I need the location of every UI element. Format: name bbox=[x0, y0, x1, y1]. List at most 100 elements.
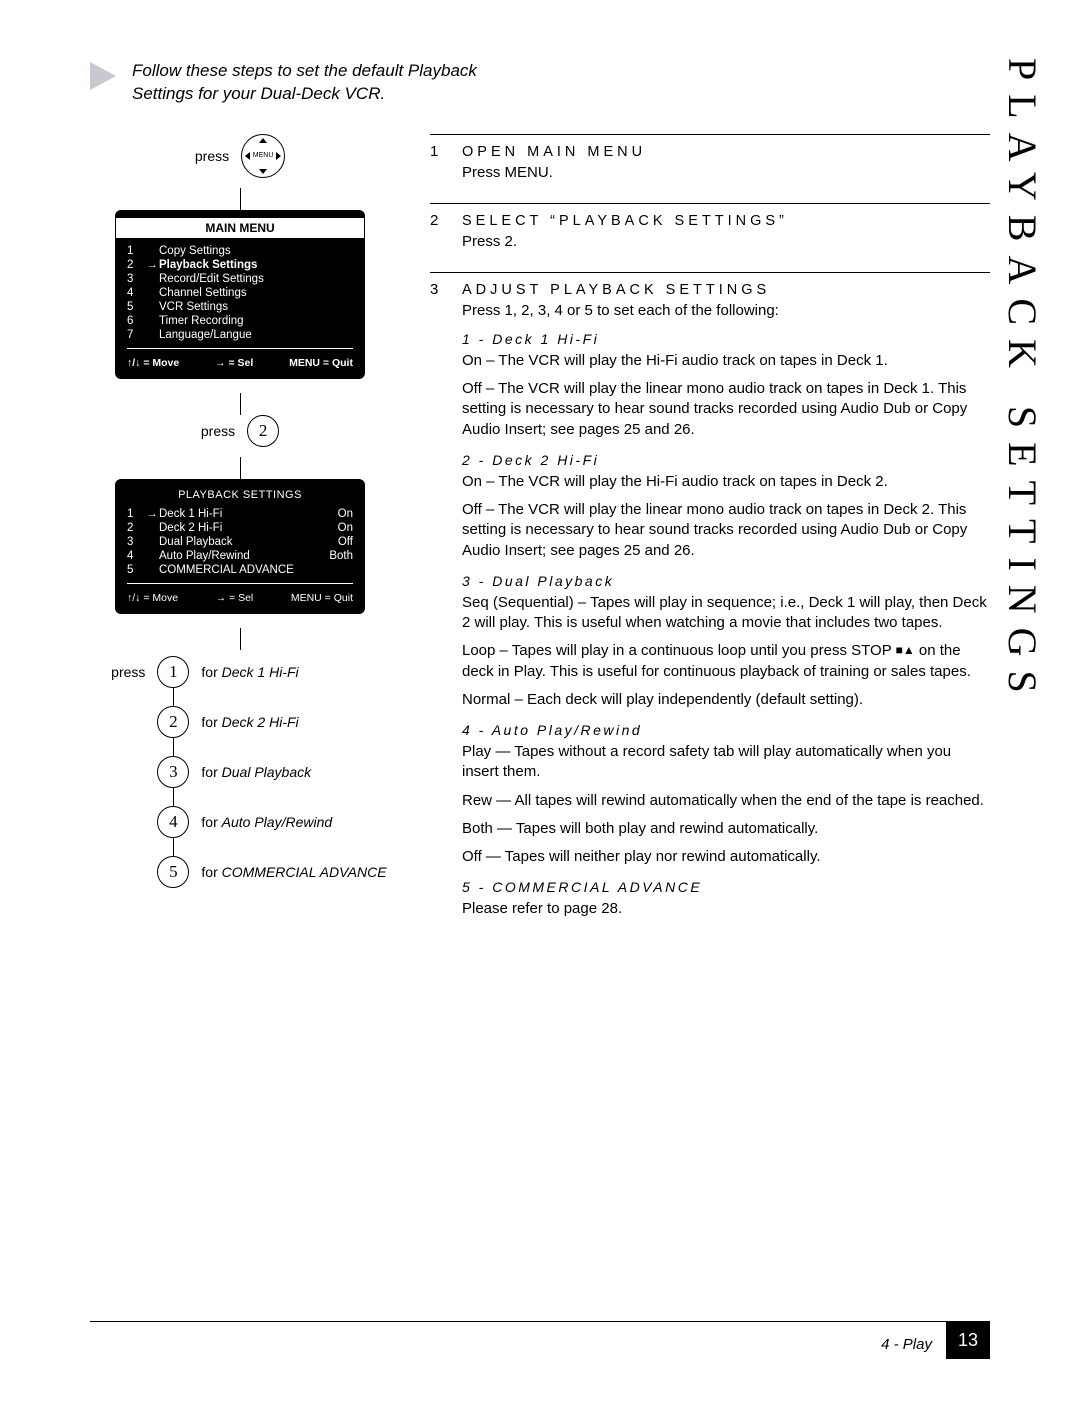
osd-main-menu-row: 7 Language/Langue bbox=[115, 328, 365, 342]
row-label: VCR Settings bbox=[159, 301, 353, 313]
press-num-5-icon: 5 bbox=[157, 856, 189, 888]
connector-line bbox=[173, 788, 174, 806]
press-desc: for Auto Play/Rewind bbox=[201, 814, 332, 830]
row-num: 2 bbox=[127, 259, 145, 271]
connector-line bbox=[173, 688, 174, 706]
press-desc: for Deck 2 Hi-Fi bbox=[201, 714, 298, 730]
press-label-2: press bbox=[201, 423, 235, 439]
step-1-num: 1 bbox=[430, 143, 444, 160]
footer-page-number: 13 bbox=[946, 1322, 990, 1359]
step-3-num: 3 bbox=[430, 281, 444, 298]
osd-footer-quit: MENU = Quit bbox=[289, 357, 353, 369]
press-seq-row: 2 for Deck 2 Hi-Fi bbox=[93, 706, 298, 738]
press-seq-row: 3for Dual Playback bbox=[93, 756, 311, 788]
row-value: Off bbox=[313, 536, 353, 548]
sub-d3-p2: Loop – Tapes will play in a continuous l… bbox=[462, 641, 990, 682]
sub-d3-p1: Seq (Sequential) – Tapes will play in se… bbox=[462, 593, 990, 634]
row-num: 1 bbox=[127, 508, 145, 520]
connector-line bbox=[240, 628, 241, 650]
osd-footer-move: ↑/↓ = Move bbox=[127, 357, 179, 369]
row-num: 2 bbox=[127, 522, 145, 534]
press-num-4-icon: 4 bbox=[157, 806, 189, 838]
osd-main-menu-row: 6 Timer Recording bbox=[115, 314, 365, 328]
osd-main-menu-row: 3 Record/Edit Settings bbox=[115, 272, 365, 286]
sub-d4-p3: Both — Tapes will both play and rewind a… bbox=[462, 819, 990, 839]
connector-line bbox=[240, 188, 241, 210]
step-2-title: SELECT “PLAYBACK SETTINGS” bbox=[462, 213, 788, 229]
sub-d2-p1: On – The VCR will play the Hi-Fi audio t… bbox=[462, 472, 990, 492]
sub-d4-p2: Rew — All tapes will rewind automaticall… bbox=[462, 791, 990, 811]
step-3-title: ADJUST PLAYBACK SETTINGS bbox=[462, 282, 770, 298]
step-1-title: OPEN MAIN MENU bbox=[462, 144, 646, 160]
footer-section: 4 - Play bbox=[881, 1328, 932, 1353]
connector-line bbox=[240, 457, 241, 479]
sub-d3-title: 3 - Dual Playback bbox=[462, 573, 990, 589]
press-num-1-icon: 1 bbox=[157, 656, 189, 688]
row-label: Copy Settings bbox=[159, 245, 353, 257]
osd-main-menu-row: 1 Copy Settings bbox=[115, 244, 365, 258]
press-num-2-icon: 2 bbox=[247, 415, 279, 447]
row-label: Record/Edit Settings bbox=[159, 273, 353, 285]
stop-eject-icon: ■▲ bbox=[896, 643, 915, 657]
osd-footer-quit: MENU = Quit bbox=[291, 592, 353, 604]
row-label: Dual Playback bbox=[159, 536, 313, 548]
osd-playback-row: 1→Deck 1 Hi-FiOn bbox=[115, 507, 365, 521]
osd-main-menu-row: 4Channel Settings bbox=[115, 286, 365, 300]
osd-playback-row: 4 Auto Play/RewindBoth bbox=[115, 549, 365, 563]
sub-d1-p2: Off – The VCR will play the linear mono … bbox=[462, 379, 990, 440]
osd-main-menu-row: 5 VCR Settings bbox=[115, 300, 365, 314]
row-label: COMMERCIAL ADVANCE bbox=[159, 564, 313, 576]
sub-d3-p3: Normal – Each deck will play independent… bbox=[462, 690, 990, 710]
row-value: On bbox=[313, 508, 353, 520]
press-desc: for COMMERCIAL ADVANCE bbox=[201, 864, 386, 880]
row-num: 5 bbox=[127, 301, 145, 313]
sub-d1-title: 1 - Deck 1 Hi-Fi bbox=[462, 331, 990, 347]
press-desc: for Deck 1 Hi-Fi bbox=[201, 664, 298, 680]
row-value: Both bbox=[313, 550, 353, 562]
sub-d5-p1: Please refer to page 28. bbox=[462, 899, 990, 919]
press-seq-row: 4 for Auto Play/Rewind bbox=[93, 806, 332, 838]
sub-d2-p2: Off – The VCR will play the linear mono … bbox=[462, 500, 990, 561]
press-num-3-icon: 3 bbox=[157, 756, 189, 788]
intro-text: Follow these steps to set the default Pl… bbox=[132, 60, 492, 106]
osd-main-menu: MAIN MENU 1 Copy Settings2→Playback Setti… bbox=[115, 210, 365, 379]
row-arrow-icon: → bbox=[145, 259, 159, 271]
osd-playback-settings: PLAYBACK SETTINGS 1→Deck 1 Hi-FiOn2Deck … bbox=[115, 479, 365, 614]
row-num: 1 bbox=[127, 245, 145, 257]
sub-d5-title: 5 - COMMERCIAL ADVANCE bbox=[462, 879, 990, 895]
step-2-body: Press 2. bbox=[462, 233, 990, 250]
menu-button-label: MENU bbox=[253, 152, 274, 159]
osd-playback-title: PLAYBACK SETTINGS bbox=[115, 487, 365, 507]
sub-d1-p1: On – The VCR will play the Hi-Fi audio t… bbox=[462, 351, 990, 371]
press-num-2-icon: 2 bbox=[157, 706, 189, 738]
sub-d4-p1: Play — Tapes without a record safety tab… bbox=[462, 742, 990, 783]
row-num: 3 bbox=[127, 273, 145, 285]
row-label: Deck 2 Hi-Fi bbox=[159, 522, 313, 534]
row-label: Timer Recording bbox=[159, 315, 353, 327]
sub-d2-title: 2 - Deck 2 Hi-Fi bbox=[462, 452, 990, 468]
connector-line bbox=[173, 738, 174, 756]
row-num: 3 bbox=[127, 536, 145, 548]
osd-footer-sel: → = Sel bbox=[216, 592, 254, 604]
row-num: 5 bbox=[127, 564, 145, 576]
row-num: 6 bbox=[127, 315, 145, 327]
row-label: Language/Langue bbox=[159, 329, 353, 341]
connector-line bbox=[173, 838, 174, 856]
row-num: 7 bbox=[127, 329, 145, 341]
intro-triangle-icon bbox=[90, 62, 116, 90]
sub-d4-title: 4 - Auto Play/Rewind bbox=[462, 722, 990, 738]
row-value: On bbox=[313, 522, 353, 534]
step-2-num: 2 bbox=[430, 212, 444, 229]
sub-d4-p4: Off — Tapes will neither play nor rewind… bbox=[462, 847, 990, 867]
row-num: 4 bbox=[127, 550, 145, 562]
row-label: Deck 1 Hi-Fi bbox=[159, 508, 313, 520]
osd-main-menu-title: MAIN MENU bbox=[116, 218, 364, 238]
row-label: Auto Play/Rewind bbox=[159, 550, 313, 562]
osd-main-menu-row: 2→Playback Settings bbox=[115, 258, 365, 272]
press-label: press bbox=[93, 664, 145, 680]
step-1-body: Press MENU. bbox=[462, 164, 990, 181]
osd-playback-row: 5 COMMERCIAL ADVANCE bbox=[115, 563, 365, 577]
row-arrow-icon: → bbox=[145, 508, 159, 520]
row-num: 4 bbox=[127, 287, 145, 299]
remote-menu-button-icon: MENU bbox=[241, 134, 285, 178]
